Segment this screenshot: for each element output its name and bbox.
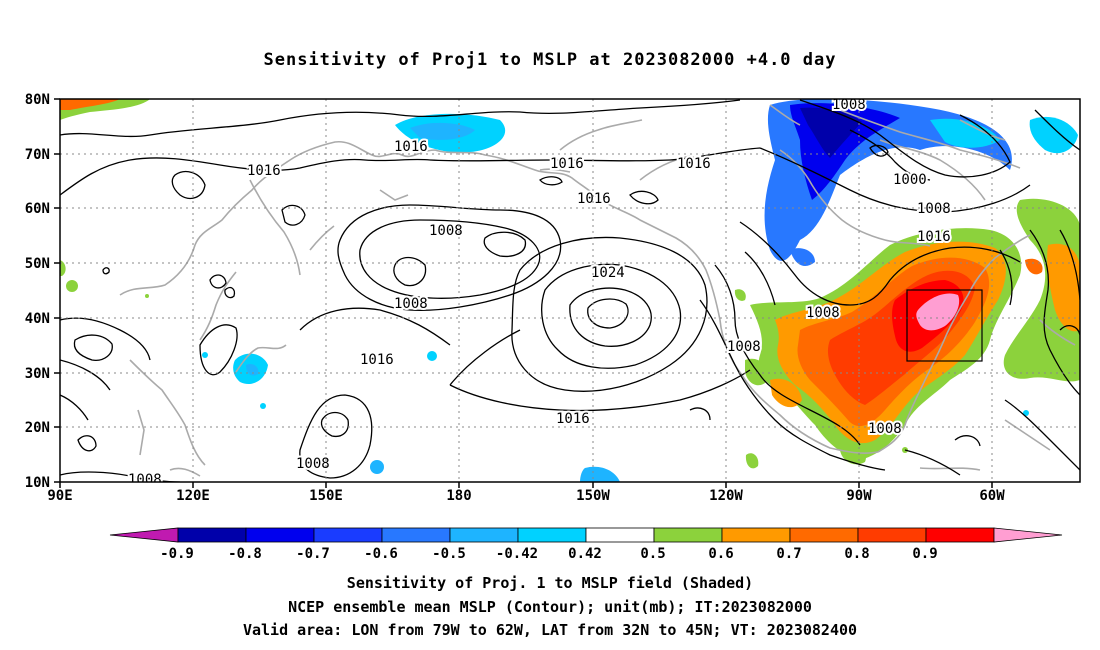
contour-label: 1008 bbox=[429, 223, 463, 239]
colorbar-segment bbox=[517, 527, 587, 543]
colorbar-segment bbox=[585, 527, 655, 543]
colorbar-tick-label: 0.7 bbox=[776, 546, 801, 562]
contour-label: 1008 bbox=[394, 296, 428, 312]
negative-sensitivity-shading bbox=[202, 99, 1078, 482]
contour-labels: 1008 1016 1016 1016 1016 1000 1008 1016 … bbox=[126, 97, 953, 488]
lon-tick-label: 60W bbox=[979, 488, 1005, 504]
map-panel: 1008 1016 1016 1016 1016 1000 1008 1016 … bbox=[60, 97, 1080, 488]
longitude-labels: 90E 120E 150E 180 150W 120W 90W 60W bbox=[47, 488, 1005, 504]
contour-label: 1000 bbox=[893, 172, 927, 188]
colorbar-segment bbox=[789, 527, 859, 543]
contour-label: 1016 bbox=[917, 229, 951, 245]
colorbar-left-triangle bbox=[109, 527, 179, 543]
lat-tick-label: 20N bbox=[25, 420, 50, 436]
lon-tick-label: 150E bbox=[309, 488, 343, 504]
colorbar-tick-label: -0.8 bbox=[228, 546, 262, 562]
colorbar-segment bbox=[177, 527, 247, 543]
lat-tick-label: 80N bbox=[25, 92, 50, 108]
contour-label: 1024 bbox=[591, 265, 625, 281]
caption-line-3: Valid area: LON from 79W to 62W, LAT fro… bbox=[242, 621, 858, 639]
contour-label: 1008 bbox=[727, 339, 761, 355]
colorbar-tick-label: -0.42 bbox=[496, 546, 538, 562]
contour-label: 1016 bbox=[556, 411, 590, 427]
caption-line-2: NCEP ensemble mean MSLP (Contour); unit(… bbox=[288, 598, 812, 616]
colorbar-labels: -0.9 -0.8 -0.7 -0.6 -0.5 -0.42 0.42 0.5 … bbox=[160, 546, 938, 562]
colorbar bbox=[109, 527, 1063, 543]
contour-label: 1008 bbox=[806, 305, 840, 321]
contour-label: 1008 bbox=[917, 201, 951, 217]
contour-label: 1016 bbox=[550, 156, 584, 172]
contour-label: 1016 bbox=[577, 191, 611, 207]
map-frame bbox=[59, 98, 1081, 483]
lat-tick-label: 60N bbox=[25, 201, 50, 217]
contour-label: 1008 bbox=[296, 456, 330, 472]
contour-label: 1008 bbox=[128, 472, 162, 488]
map-title: Sensitivity of Proj1 to MSLP at 20230820… bbox=[263, 50, 837, 70]
lat-tick-label: 10N bbox=[25, 475, 50, 491]
lon-tick-label: 180 bbox=[446, 488, 471, 504]
lat-tick-label: 40N bbox=[25, 311, 50, 327]
lat-tick-label: 50N bbox=[25, 256, 50, 272]
tick-marks bbox=[54, 98, 993, 488]
colorbar-segment bbox=[313, 527, 383, 543]
colorbar-tick-label: 0.42 bbox=[568, 546, 602, 562]
latitude-labels: 80N 70N 60N 50N 40N 30N 20N 10N bbox=[25, 92, 50, 491]
colorbar-tick-label: 0.8 bbox=[844, 546, 869, 562]
gridlines bbox=[60, 99, 1080, 482]
contour-label: 1008 bbox=[832, 97, 866, 113]
contour-label: 1016 bbox=[247, 163, 281, 179]
colorbar-tick-label: -0.5 bbox=[432, 546, 466, 562]
lat-tick-label: 30N bbox=[25, 366, 50, 382]
colorbar-tick-label: -0.9 bbox=[160, 546, 194, 562]
colorbar-segment bbox=[449, 527, 519, 543]
colorbar-segment bbox=[857, 527, 927, 543]
colorbar-tick-label: 0.9 bbox=[912, 546, 937, 562]
lat-tick-label: 70N bbox=[25, 147, 50, 163]
colorbar-segment bbox=[245, 527, 315, 543]
caption-line-1: Sensitivity of Proj. 1 to MSLP field (Sh… bbox=[346, 574, 754, 592]
colorbar-segment bbox=[721, 527, 791, 543]
lon-tick-label: 120W bbox=[709, 488, 743, 504]
colorbar-tick-label: -0.7 bbox=[296, 546, 330, 562]
contour-label: 1016 bbox=[360, 352, 394, 368]
lon-tick-label: 150W bbox=[576, 488, 610, 504]
colorbar-segment bbox=[381, 527, 451, 543]
contour-label: 1008 bbox=[868, 421, 902, 437]
valid-area-box bbox=[906, 289, 983, 362]
lon-tick-label: 90E bbox=[47, 488, 72, 504]
colorbar-tick-label: -0.6 bbox=[364, 546, 398, 562]
contour-label: 1016 bbox=[394, 139, 428, 155]
colorbar-right-triangle bbox=[993, 527, 1063, 543]
mslp-contours bbox=[60, 99, 1080, 482]
lon-tick-label: 90W bbox=[846, 488, 872, 504]
colorbar-segment bbox=[653, 527, 723, 543]
lon-tick-label: 120E bbox=[176, 488, 210, 504]
positive-sensitivity-shading bbox=[60, 99, 1080, 469]
colorbar-tick-label: 0.6 bbox=[708, 546, 733, 562]
contour-label: 1016 bbox=[677, 156, 711, 172]
colorbar-segment bbox=[925, 527, 995, 543]
colorbar-tick-label: 0.5 bbox=[640, 546, 665, 562]
